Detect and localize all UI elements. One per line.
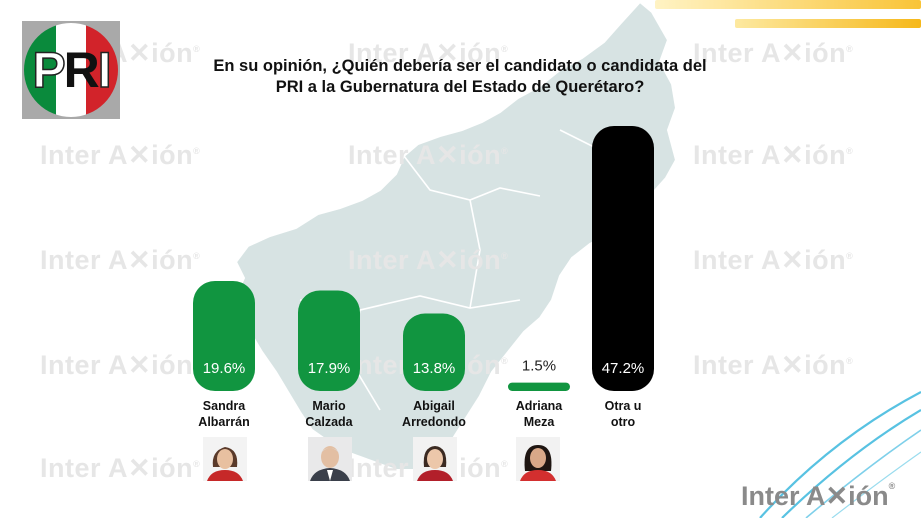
category-label-sandra: Sandra Albarrán	[179, 398, 269, 430]
bar-abigail	[403, 313, 465, 391]
watermark-text: Inter A✕ión®	[40, 140, 201, 170]
watermark-text: Inter A✕ión®	[693, 38, 854, 68]
category-label-line: otro	[610, 415, 636, 429]
watermark-text: Inter A✕ión®	[693, 245, 854, 275]
watermark-text: Inter A✕ión®	[348, 140, 509, 170]
watermark-text: Inter A✕ión®	[40, 350, 200, 380]
bar-sandra	[193, 280, 255, 391]
yellow-stripe-bottom	[735, 19, 921, 28]
value-label-sandra: 19.6%	[203, 360, 246, 377]
candidate-photo-mario	[308, 437, 352, 481]
category-label-mario: Mario Calzada	[284, 398, 374, 430]
category-label-line: Meza	[523, 415, 555, 429]
bar-adriana	[508, 382, 570, 391]
value-label-abigail: 13.8%	[413, 360, 456, 377]
category-label-line: Otra u	[604, 399, 642, 413]
watermark-text: Inter A✕ión®	[693, 140, 854, 170]
category-label-line: Calzada	[305, 415, 353, 429]
watermark-text: Inter A✕ión®	[40, 245, 201, 275]
candidate-photo-abigail	[413, 437, 457, 481]
category-label-adriana: Adriana Meza	[494, 398, 584, 430]
watermark-text: Inter A✕ión®	[693, 350, 854, 380]
value-label-mario: 17.9%	[308, 360, 351, 377]
candidate-photo-adriana	[516, 437, 560, 481]
value-label-otro: 47.2%	[602, 360, 645, 377]
watermark-text: Inter A✕ión®	[40, 453, 201, 483]
chart-title: En su opinión, ¿Quién debería ser el can…	[190, 56, 730, 98]
category-label-line: Albarrán	[198, 415, 250, 429]
category-label-line: Arredondo	[402, 415, 466, 429]
bar-mario	[298, 290, 360, 391]
category-label-line: Abigail	[413, 399, 455, 413]
category-label-line: Mario	[312, 399, 346, 413]
value-label-adriana: 1.5%	[522, 358, 556, 375]
category-label-abigail: Abigail Arredondo	[389, 398, 479, 430]
category-label-line: Adriana	[515, 399, 563, 413]
yellow-stripe-top	[655, 0, 921, 9]
chart-title-line-1: En su opinión, ¿Quién debería ser el can…	[213, 57, 707, 75]
interaxion-brand-logo: Inter A✕ión®	[741, 481, 896, 511]
category-label-line: Sandra	[202, 399, 246, 413]
watermark-text: Inter A✕ión®	[348, 38, 509, 68]
chart-title-line-2: PRI a la Gubernatura del Estado de Queré…	[275, 78, 645, 96]
watermark-text: Inter A✕ión®	[348, 245, 509, 275]
category-label-otro: Otra u otro	[578, 398, 668, 430]
candidate-photo-sandra	[203, 437, 247, 481]
bar-otro	[592, 126, 654, 391]
